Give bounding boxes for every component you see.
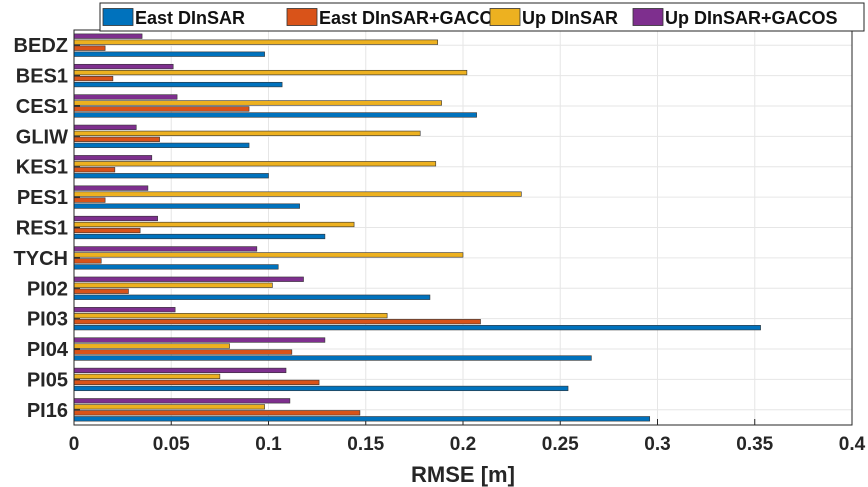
y-tick-label: TYCH	[14, 248, 68, 270]
bar	[73, 191, 522, 197]
bar	[73, 197, 106, 203]
bar	[73, 325, 761, 331]
y-tick-label: GLIW	[16, 126, 68, 148]
grid-lines	[73, 30, 853, 425]
bar	[73, 385, 569, 392]
legend-label: East DInSAR	[135, 8, 245, 28]
bar	[73, 39, 439, 45]
y-tick-labels: BEDZ BES1 CES1 GLIW KES1 PES1 RES1 TYCH PI02 PI03…	[14, 35, 69, 422]
bar	[73, 294, 431, 300]
bar	[73, 355, 592, 361]
x-tick-label: 0.3	[644, 434, 670, 455]
legend-label: East DInSAR+GACOS	[319, 8, 506, 28]
bar	[73, 173, 269, 179]
bar	[73, 124, 137, 130]
x-tick-label: 0.25	[542, 434, 579, 455]
x-tick-label: 0.05	[153, 434, 190, 455]
legend-swatch	[102, 8, 134, 26]
bar	[73, 410, 361, 416]
bar	[73, 81, 283, 88]
bars-group	[73, 33, 761, 422]
bar	[73, 100, 442, 106]
bar	[73, 136, 160, 142]
bar	[73, 69, 468, 76]
x-tick-labels: 0 0.05 0.1 0.15 0.2 0.25 0.3 0.35 0.4	[69, 434, 866, 455]
y-tick-label: CES1	[16, 96, 68, 118]
bar	[73, 33, 143, 39]
legend-swatch	[489, 8, 521, 26]
bar	[73, 404, 265, 410]
y-tick-label: RES1	[16, 218, 68, 240]
bar	[73, 313, 388, 319]
bar	[73, 203, 300, 209]
bar	[73, 94, 178, 100]
bar	[73, 246, 258, 252]
bar	[73, 161, 437, 167]
bar	[73, 276, 304, 282]
bar	[73, 130, 421, 136]
bar	[73, 379, 320, 386]
bar	[73, 398, 291, 404]
bar	[73, 45, 106, 51]
x-tick-label: 0.2	[450, 434, 476, 455]
x-tick-label: 0.15	[347, 434, 384, 455]
y-tick-label: PI05	[27, 369, 68, 391]
y-tick-label: KES1	[16, 157, 68, 179]
bar	[73, 167, 116, 173]
bar	[73, 155, 153, 161]
bar	[73, 106, 250, 112]
legend-swatch	[632, 8, 664, 26]
x-tick-label: 0	[69, 434, 80, 455]
bar	[73, 349, 293, 355]
y-tick-label: PI16	[27, 400, 68, 422]
legend-swatch	[286, 8, 318, 26]
bar	[73, 75, 114, 82]
bar	[73, 221, 355, 228]
bar	[73, 63, 174, 70]
bar	[73, 51, 265, 57]
bar	[73, 258, 102, 264]
bar	[73, 319, 481, 325]
x-tick-label: 0.1	[255, 434, 282, 455]
bar	[73, 373, 221, 380]
bar	[73, 288, 129, 294]
legend-label: Up DInSAR	[522, 8, 618, 28]
bar	[73, 233, 326, 240]
legend-box	[99, 2, 865, 32]
bar	[73, 343, 230, 349]
legend: East DInSAR East DInSAR+GACOS Up DInSAR Up …	[99, 2, 865, 32]
x-tick-label: 0.4	[839, 434, 866, 455]
bar	[73, 416, 651, 422]
bar	[73, 282, 273, 288]
bar	[73, 215, 158, 222]
legend-label: Up DInSAR+GACOS	[665, 8, 838, 28]
bar	[73, 185, 149, 191]
y-tick-label: PI04	[27, 339, 69, 361]
x-tick-label: 0.35	[736, 434, 773, 455]
bar	[73, 307, 176, 313]
bar	[73, 264, 279, 270]
y-tick-label: PI03	[27, 309, 68, 331]
bar	[73, 142, 250, 148]
bar	[73, 227, 141, 234]
y-tick-label: PES1	[17, 187, 68, 209]
bar	[73, 337, 326, 343]
x-axis-label: RMSE [m]	[411, 462, 515, 487]
y-tick-label: BES1	[16, 66, 68, 88]
y-tick-label: PI02	[27, 278, 68, 300]
bar	[73, 252, 464, 258]
bar	[73, 367, 287, 374]
bar	[73, 112, 477, 118]
y-tick-label: BEDZ	[14, 35, 68, 57]
